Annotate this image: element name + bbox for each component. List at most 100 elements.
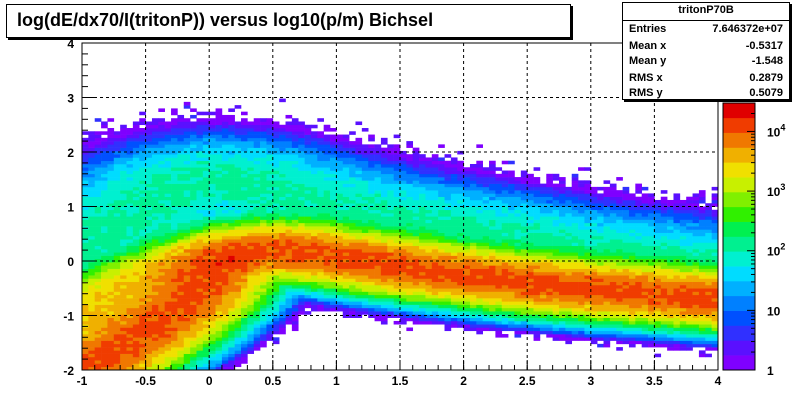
heatmap-cell <box>132 281 140 286</box>
heatmap-cell <box>412 160 420 165</box>
heatmap-cell <box>113 134 121 139</box>
heatmap-cell <box>285 137 293 142</box>
heatmap-cell <box>234 124 242 129</box>
heatmap-cell <box>164 183 172 188</box>
heatmap-cell <box>247 337 255 341</box>
heatmap-cell <box>88 356 96 361</box>
heatmap-cell <box>234 265 242 269</box>
heatmap-cell <box>190 327 197 332</box>
heatmap-cell <box>202 193 210 197</box>
heatmap-cell <box>183 209 191 214</box>
heatmap-cell <box>177 186 185 191</box>
heatmap-cell <box>476 268 483 273</box>
heatmap-cell <box>190 235 197 240</box>
heatmap-cell <box>323 150 331 155</box>
heatmap-cell <box>279 284 286 289</box>
heatmap-cell <box>291 173 299 178</box>
heatmap-cell <box>380 304 388 309</box>
heatmap-cell <box>495 193 503 197</box>
heatmap-cell <box>355 196 363 201</box>
heatmap-cell <box>120 275 127 279</box>
heatmap-cell <box>164 160 172 165</box>
heatmap-cell <box>457 216 464 220</box>
heatmap-cell <box>361 239 369 243</box>
heatmap-cell <box>304 226 312 230</box>
heatmap-cell <box>228 353 235 358</box>
heatmap-cell <box>209 163 216 168</box>
heatmap-cell <box>469 209 477 214</box>
heatmap-cell <box>279 124 286 129</box>
heatmap-cell <box>241 288 248 292</box>
heatmap-cell <box>393 180 401 184</box>
heatmap-cell <box>215 343 223 348</box>
heatmap-cell <box>88 249 96 253</box>
heatmap-cell <box>247 284 255 289</box>
heatmap-cell <box>221 190 229 194</box>
heatmap-cell <box>565 252 573 256</box>
heatmap-cell <box>400 213 407 217</box>
heatmap-cell <box>304 177 312 181</box>
heatmap-cell <box>527 301 534 305</box>
heatmap-cell <box>82 347 89 351</box>
heatmap-cell <box>559 209 566 214</box>
heatmap-cell <box>266 196 274 201</box>
heatmap-cell <box>132 160 140 165</box>
heatmap-cell <box>171 366 178 371</box>
heatmap-cell <box>228 108 235 112</box>
heatmap-cell <box>469 249 477 253</box>
heatmap-cell <box>145 190 153 194</box>
heatmap-cell <box>132 154 140 158</box>
heatmap-cell <box>101 160 108 165</box>
heatmap-cell <box>132 144 140 148</box>
heatmap-cell <box>469 239 477 243</box>
heatmap-cell <box>361 249 369 253</box>
heatmap-cell <box>501 320 509 325</box>
heatmap-cell <box>559 337 566 341</box>
heatmap-cell <box>291 258 299 263</box>
heatmap-cell <box>241 337 248 341</box>
heatmap-cell <box>247 327 255 332</box>
heatmap-cell <box>393 193 401 197</box>
heatmap-cell <box>431 284 439 289</box>
heatmap-cell <box>266 226 274 230</box>
heatmap-cell <box>355 170 363 175</box>
heatmap-cell <box>139 363 146 368</box>
heatmap-cell <box>565 278 573 283</box>
heatmap-cell <box>190 157 197 162</box>
heatmap-cell <box>132 366 140 371</box>
heatmap-cell <box>444 173 452 178</box>
heatmap-cell <box>151 330 159 335</box>
heatmap-cell <box>107 347 115 351</box>
heatmap-cell <box>355 262 363 266</box>
heatmap-cell <box>253 317 261 322</box>
heatmap-cell <box>342 226 350 230</box>
heatmap-cell <box>514 278 522 283</box>
heatmap-cell <box>380 301 388 305</box>
heatmap-cell <box>476 278 483 283</box>
heatmap-cell <box>457 183 464 188</box>
heatmap-cell <box>380 226 388 230</box>
heatmap-cell <box>234 226 242 230</box>
heatmap-cell <box>171 317 178 322</box>
heatmap-cell <box>132 327 140 332</box>
heatmap-cell <box>425 298 433 302</box>
heatmap-cell <box>533 239 541 243</box>
heatmap-cell <box>94 284 102 289</box>
heatmap-cell <box>171 150 178 155</box>
heatmap-cell <box>444 324 452 328</box>
heatmap-cell <box>196 173 204 178</box>
heatmap-cell <box>183 160 191 165</box>
heatmap-cell <box>355 216 363 220</box>
heatmap-cell <box>234 258 242 263</box>
heatmap-cell <box>539 271 547 276</box>
heatmap-cell <box>285 131 293 135</box>
heatmap-cell <box>120 298 127 302</box>
heatmap-cell <box>489 324 496 328</box>
heatmap-cell <box>342 209 350 214</box>
heatmap-cell <box>495 314 503 318</box>
heatmap-cell <box>101 229 108 233</box>
heatmap-cell <box>310 268 318 273</box>
heatmap-cell <box>590 334 598 338</box>
heatmap-cell <box>539 301 547 305</box>
heatmap-cell <box>597 343 604 348</box>
